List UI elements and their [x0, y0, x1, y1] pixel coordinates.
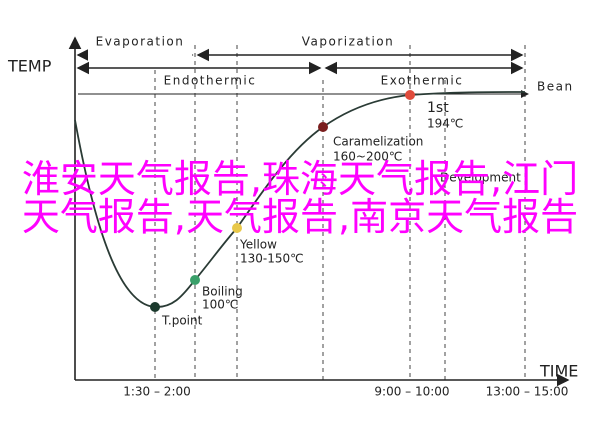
y-axis-label: TEMP	[7, 57, 52, 76]
point-temp: 100℃	[202, 298, 238, 312]
label-bg	[88, 48, 192, 62]
point-temp: 130-150℃	[240, 252, 304, 266]
point-label: T.point	[161, 314, 203, 328]
point-label: Yellow	[239, 238, 277, 252]
point-label: Development	[440, 171, 521, 185]
phase-label: Evaporation	[96, 35, 185, 49]
time-label: 13:00 – 15:00	[486, 385, 569, 399]
x-axis-label: TIME	[539, 362, 578, 381]
point-label: Caramelization	[333, 135, 423, 149]
bean-label: Bean	[537, 80, 574, 94]
overlay-text: 淮安天气报告,珠海天气报告,江门天气报告,天气报告,南京天气报告	[21, 157, 579, 239]
point	[190, 275, 200, 285]
point-label: 1st	[427, 100, 449, 116]
reaction-label: Exothermic	[381, 74, 464, 88]
point	[150, 302, 160, 312]
point-temp: 160~200℃	[333, 150, 402, 164]
reaction-label: Endothermic	[164, 74, 257, 88]
point	[405, 90, 415, 100]
point	[318, 122, 328, 132]
time-label: 9:00 – 10:00	[374, 385, 449, 399]
point-temp: 194℃	[427, 117, 463, 131]
phase-label: Vaporization	[302, 35, 395, 49]
point-label: Boiling	[202, 285, 243, 299]
point	[232, 223, 242, 233]
time-label: 1:30 – 2:00	[123, 385, 191, 399]
